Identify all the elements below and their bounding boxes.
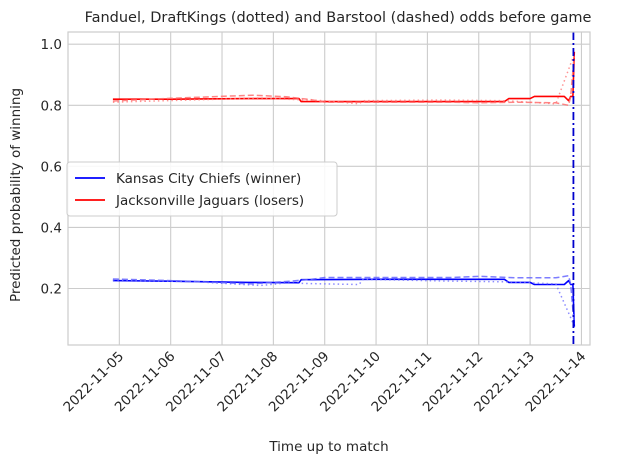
- y-tick-label: 0.4: [41, 220, 62, 236]
- grid: [68, 32, 590, 345]
- legend-box: [66, 161, 338, 217]
- series-line-jaguars-barstool: [112, 56, 575, 107]
- y-tick-label: 0.8: [41, 98, 62, 114]
- series-line-chiefs-barstool: [112, 274, 575, 324]
- y-tick-label: 0.2: [41, 282, 62, 298]
- series-layer: [112, 51, 576, 327]
- x-axis-label: Time up to match: [268, 439, 388, 455]
- y-tick-label: 0.6: [41, 159, 62, 175]
- series-line-chiefs-draftkings: [112, 278, 575, 326]
- legend: Kansas City Chiefs (winner) Jacksonville…: [66, 161, 338, 217]
- plot-area: [112, 32, 576, 345]
- chart-title: Fanduel, DraftKings (dotted) and Barstoo…: [85, 10, 592, 26]
- y-axis-label: Predicted probability of winning: [8, 88, 24, 302]
- legend-label-jaguars: Jacksonville Jaguars (losers): [115, 193, 304, 209]
- legend-label-chiefs: Kansas City Chiefs (winner): [116, 171, 301, 187]
- y-axis-ticks: 0.2 0.4 0.6 0.8 1.0: [41, 37, 62, 297]
- y-tick-label: 1.0: [41, 37, 62, 53]
